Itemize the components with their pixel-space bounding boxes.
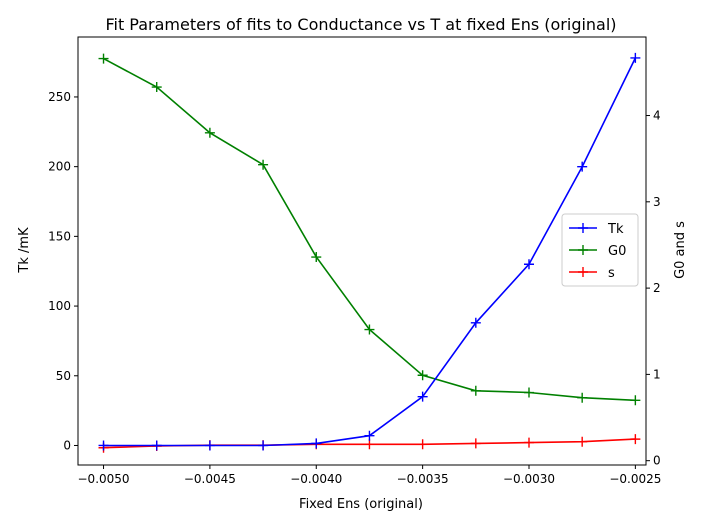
y-right-tick-label: 4 [653, 109, 661, 123]
data-point-s [417, 439, 428, 450]
data-point-g0 [577, 392, 588, 403]
data-point-s [630, 434, 641, 445]
legend-marker-s [578, 267, 588, 277]
x-axis: −0.0050 −0.0045 −0.0040 −0.0035 −0.0030 −0.00… [78, 465, 661, 486]
axes-frame [77, 36, 647, 466]
x-tick-label: −0.0030 [503, 472, 555, 486]
data-point-tk [630, 52, 641, 63]
data-point-tk [204, 440, 215, 451]
y-axis-right-label: G0 and s [673, 221, 688, 279]
y-axis-left-label: Tk /mK [17, 227, 32, 274]
data-point-tk [98, 440, 109, 451]
series-line-g0 [103, 57, 636, 402]
data-point-s [577, 436, 588, 447]
data-point-g0 [98, 53, 109, 64]
legend-marker-g0 [578, 245, 588, 255]
x-tick-label: −0.0035 [397, 472, 449, 486]
y-left-tick-label: 250 [48, 90, 71, 104]
data-point-s [523, 437, 534, 448]
data-point-tk [470, 317, 481, 328]
plot-area [98, 52, 641, 453]
data-point-tk [151, 440, 162, 451]
data-point-g0 [630, 395, 641, 406]
legend-label-s: s [608, 266, 615, 281]
x-tick-label: −0.0050 [78, 472, 130, 486]
legend-marker-tk [578, 223, 588, 233]
legend-label-g0: G0 [608, 244, 626, 259]
data-point-tk [258, 440, 269, 451]
x-tick-label: −0.0040 [290, 472, 342, 486]
data-point-g0 [523, 387, 534, 398]
legend: Tk G0 s [561, 213, 639, 287]
data-point-g0 [417, 370, 428, 381]
data-point-tk [577, 161, 588, 172]
series-tk [98, 52, 641, 451]
y-left-tick-label: 50 [56, 369, 71, 383]
data-point-g0 [151, 82, 162, 93]
data-point-g0 [311, 252, 322, 263]
data-point-g0 [470, 385, 481, 396]
y-left-tick-label: 150 [48, 229, 71, 243]
data-point-g0 [204, 127, 215, 138]
y-left-tick-label: 100 [48, 299, 71, 313]
data-point-g0 [258, 159, 269, 170]
x-tick-label: −0.0045 [184, 472, 236, 486]
y-left-tick-label: 0 [63, 438, 71, 452]
y-right-tick-label: 2 [653, 281, 661, 295]
legend-label-tk: Tk [607, 222, 624, 237]
data-point-s [470, 438, 481, 449]
data-point-s [364, 439, 375, 450]
y-right-tick-label: 0 [653, 454, 661, 468]
data-point-tk [417, 391, 428, 402]
data-point-tk [311, 438, 322, 449]
y-right-tick-label: 1 [653, 367, 661, 381]
data-point-tk [364, 430, 375, 441]
y-right-tick-label: 3 [653, 195, 661, 209]
data-point-tk [523, 259, 534, 270]
y-axis-left: 0 50 100 150 200 250 [48, 90, 78, 452]
y-left-tick-label: 200 [48, 160, 71, 174]
data-point-g0 [364, 324, 375, 335]
series-line-tk [103, 57, 637, 447]
chart-title: Fit Parameters of fits to Conductance vs… [105, 15, 616, 34]
series-g0 [98, 53, 641, 406]
x-axis-label: Fixed Ens (original) [299, 497, 423, 512]
y-axis-right: 0 1 2 3 4 [646, 109, 661, 468]
legend-box [561, 213, 639, 287]
x-tick-label: −0.0025 [609, 472, 661, 486]
